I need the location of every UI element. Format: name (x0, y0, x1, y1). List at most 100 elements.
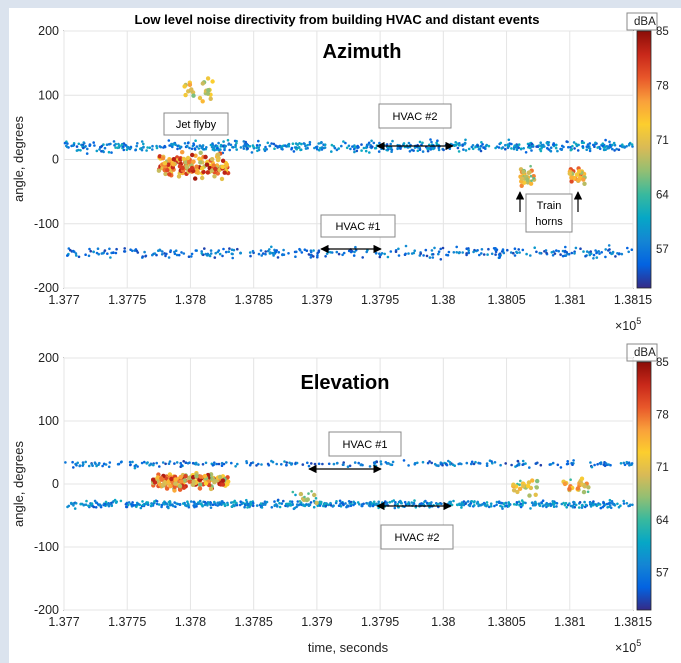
data-point (200, 250, 203, 253)
data-point (131, 501, 134, 504)
data-point (157, 503, 161, 506)
data-point (430, 461, 434, 465)
data-point (490, 252, 494, 256)
data-point (283, 144, 287, 147)
data-point (613, 143, 617, 147)
data-point (276, 498, 280, 502)
data-point (201, 169, 206, 175)
data-point (334, 501, 338, 505)
data-point (621, 143, 624, 146)
data-point (280, 463, 283, 466)
colorbar-ticks: 85 78 71 64 57 (656, 357, 669, 579)
data-point (160, 503, 164, 507)
data-point (114, 146, 117, 149)
data-point (201, 463, 205, 466)
data-point (439, 258, 443, 261)
data-point (164, 254, 167, 258)
data-point (580, 506, 584, 510)
data-point (492, 247, 496, 250)
data-point (194, 462, 198, 466)
y-tick-label: -100 (34, 217, 59, 231)
data-point (448, 500, 451, 504)
data-point (197, 95, 203, 101)
data-point (189, 87, 194, 92)
data-point (134, 148, 137, 152)
data-point (191, 461, 195, 465)
data-point (190, 252, 194, 256)
data-point (619, 144, 622, 148)
data-point (361, 256, 365, 259)
data-point (379, 460, 383, 463)
data-point (307, 492, 310, 495)
data-point (139, 506, 143, 510)
colorbar-label: dBA (634, 16, 656, 28)
data-point (317, 462, 321, 466)
data-point (255, 504, 259, 507)
data-point (330, 143, 334, 147)
data-point (172, 488, 177, 493)
data-point (234, 145, 237, 149)
data-point (227, 250, 231, 253)
data-point (452, 251, 456, 254)
data-point (564, 501, 568, 505)
data-point (146, 501, 150, 504)
data-point (545, 141, 549, 145)
data-point (574, 503, 578, 507)
data-point (209, 252, 213, 255)
data-point (187, 505, 191, 509)
data-point (179, 479, 184, 484)
data-point (595, 256, 599, 259)
data-point (565, 140, 568, 143)
data-point (217, 474, 223, 480)
data-point (472, 250, 475, 254)
data-point (519, 479, 522, 483)
data-point (171, 157, 176, 162)
data-point (72, 504, 75, 507)
data-point (226, 138, 230, 142)
data-point (487, 144, 491, 148)
data-point (455, 245, 459, 249)
data-point (298, 500, 302, 503)
data-point (93, 499, 97, 503)
data-point (268, 248, 271, 251)
data-point (573, 147, 576, 150)
data-point (539, 149, 543, 153)
data-point (208, 486, 214, 492)
data-point (233, 499, 236, 503)
y-tick-labels: 200 100 0 -100 -200 (34, 351, 59, 617)
data-point (594, 503, 598, 506)
data-point (589, 461, 592, 464)
data-point (386, 255, 390, 259)
data-point (122, 145, 125, 149)
data-point (236, 462, 239, 466)
grid (63, 357, 634, 611)
data-point (357, 461, 361, 465)
data-point (184, 461, 188, 465)
data-point (588, 253, 592, 257)
data-point (186, 502, 190, 506)
data-point (495, 503, 498, 507)
data-point (471, 147, 475, 151)
annotation-text: horns (535, 216, 563, 228)
data-point (114, 142, 117, 146)
x-tick-label: 1.377 (48, 615, 79, 629)
data-point (173, 462, 176, 465)
data-point (389, 250, 393, 253)
data-point (555, 505, 558, 508)
data-point (413, 249, 417, 252)
data-point (419, 252, 423, 255)
data-point (603, 148, 607, 151)
data-point (368, 465, 372, 468)
data-point (346, 504, 349, 508)
data-point (221, 500, 224, 503)
data-point (245, 461, 249, 465)
data-point (476, 249, 479, 252)
data-point (479, 504, 483, 507)
data-point (573, 505, 576, 509)
data-point (193, 176, 198, 181)
data-point (264, 252, 267, 256)
data-point (194, 170, 199, 175)
data-point (455, 503, 459, 507)
data-point (114, 251, 118, 255)
x-tick-label: 1.381 (554, 293, 585, 307)
